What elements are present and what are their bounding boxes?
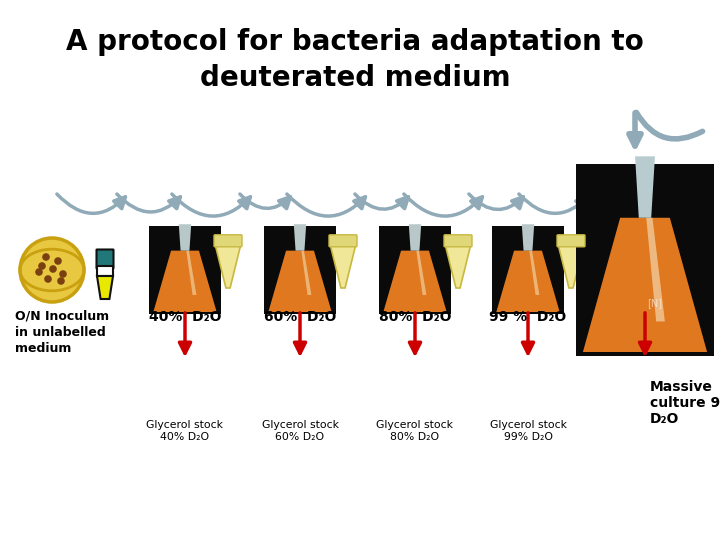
Circle shape bbox=[44, 275, 52, 283]
FancyArrowPatch shape bbox=[582, 194, 626, 208]
Polygon shape bbox=[186, 251, 197, 295]
Polygon shape bbox=[97, 276, 113, 299]
Circle shape bbox=[54, 257, 62, 265]
Polygon shape bbox=[496, 251, 559, 312]
Polygon shape bbox=[330, 244, 356, 288]
Bar bbox=[379, 226, 451, 314]
Bar bbox=[264, 226, 336, 314]
Text: Glycerol stock
99% D₂O: Glycerol stock 99% D₂O bbox=[490, 420, 567, 442]
Polygon shape bbox=[647, 218, 665, 321]
Circle shape bbox=[35, 268, 42, 276]
FancyArrowPatch shape bbox=[287, 194, 366, 216]
Circle shape bbox=[42, 253, 50, 261]
Polygon shape bbox=[215, 244, 241, 288]
Polygon shape bbox=[522, 224, 534, 251]
FancyArrowPatch shape bbox=[629, 113, 641, 146]
FancyBboxPatch shape bbox=[557, 235, 585, 247]
Bar bbox=[149, 226, 221, 314]
Text: in unlabelled: in unlabelled bbox=[15, 326, 106, 339]
Polygon shape bbox=[409, 224, 421, 251]
Polygon shape bbox=[416, 251, 426, 295]
FancyBboxPatch shape bbox=[214, 235, 242, 247]
Polygon shape bbox=[383, 251, 446, 312]
FancyArrowPatch shape bbox=[519, 194, 588, 213]
Circle shape bbox=[38, 262, 46, 270]
Text: 80%  D₂O: 80% D₂O bbox=[379, 310, 451, 324]
Circle shape bbox=[20, 238, 84, 302]
Polygon shape bbox=[635, 156, 655, 218]
Text: 99 %  D₂O: 99 % D₂O bbox=[490, 310, 567, 324]
Circle shape bbox=[57, 277, 65, 285]
Circle shape bbox=[49, 265, 57, 273]
FancyArrowPatch shape bbox=[355, 194, 408, 209]
Text: Massive: Massive bbox=[650, 380, 713, 394]
Polygon shape bbox=[302, 251, 312, 295]
Polygon shape bbox=[529, 251, 539, 295]
Bar bbox=[492, 226, 564, 314]
Polygon shape bbox=[294, 224, 306, 251]
Polygon shape bbox=[179, 224, 192, 251]
Polygon shape bbox=[269, 251, 332, 312]
Text: Glycerol stock
60% D₂O: Glycerol stock 60% D₂O bbox=[261, 420, 338, 442]
Bar bbox=[576, 164, 714, 356]
FancyBboxPatch shape bbox=[329, 235, 357, 247]
Text: [N]: [N] bbox=[647, 299, 662, 308]
Text: Glycerol stock
40% D₂O: Glycerol stock 40% D₂O bbox=[146, 420, 223, 442]
Circle shape bbox=[59, 270, 67, 278]
FancyArrowPatch shape bbox=[240, 194, 290, 208]
Text: 40%  D₂O: 40% D₂O bbox=[149, 310, 221, 324]
Polygon shape bbox=[558, 244, 584, 288]
Text: Glycerol stock
80% D₂O: Glycerol stock 80% D₂O bbox=[377, 420, 454, 442]
Polygon shape bbox=[583, 218, 707, 352]
Polygon shape bbox=[153, 251, 217, 312]
FancyArrowPatch shape bbox=[117, 194, 181, 212]
FancyArrowPatch shape bbox=[404, 194, 482, 216]
FancyArrowPatch shape bbox=[636, 112, 703, 139]
Text: A protocol for bacteria adaptation to: A protocol for bacteria adaptation to bbox=[66, 28, 644, 56]
FancyBboxPatch shape bbox=[96, 249, 114, 268]
Text: 60%  D₂O: 60% D₂O bbox=[264, 310, 336, 324]
Bar bbox=[97, 266, 113, 276]
FancyArrowPatch shape bbox=[172, 194, 251, 216]
FancyBboxPatch shape bbox=[444, 235, 472, 247]
Text: culture 99 %: culture 99 % bbox=[650, 396, 720, 410]
Text: medium: medium bbox=[15, 341, 71, 354]
Polygon shape bbox=[445, 244, 471, 288]
FancyArrowPatch shape bbox=[469, 194, 523, 210]
Text: D₂O: D₂O bbox=[650, 412, 680, 426]
Text: deuterated medium: deuterated medium bbox=[199, 64, 510, 92]
FancyArrowPatch shape bbox=[57, 194, 125, 213]
Text: O/N Inoculum: O/N Inoculum bbox=[15, 309, 109, 322]
